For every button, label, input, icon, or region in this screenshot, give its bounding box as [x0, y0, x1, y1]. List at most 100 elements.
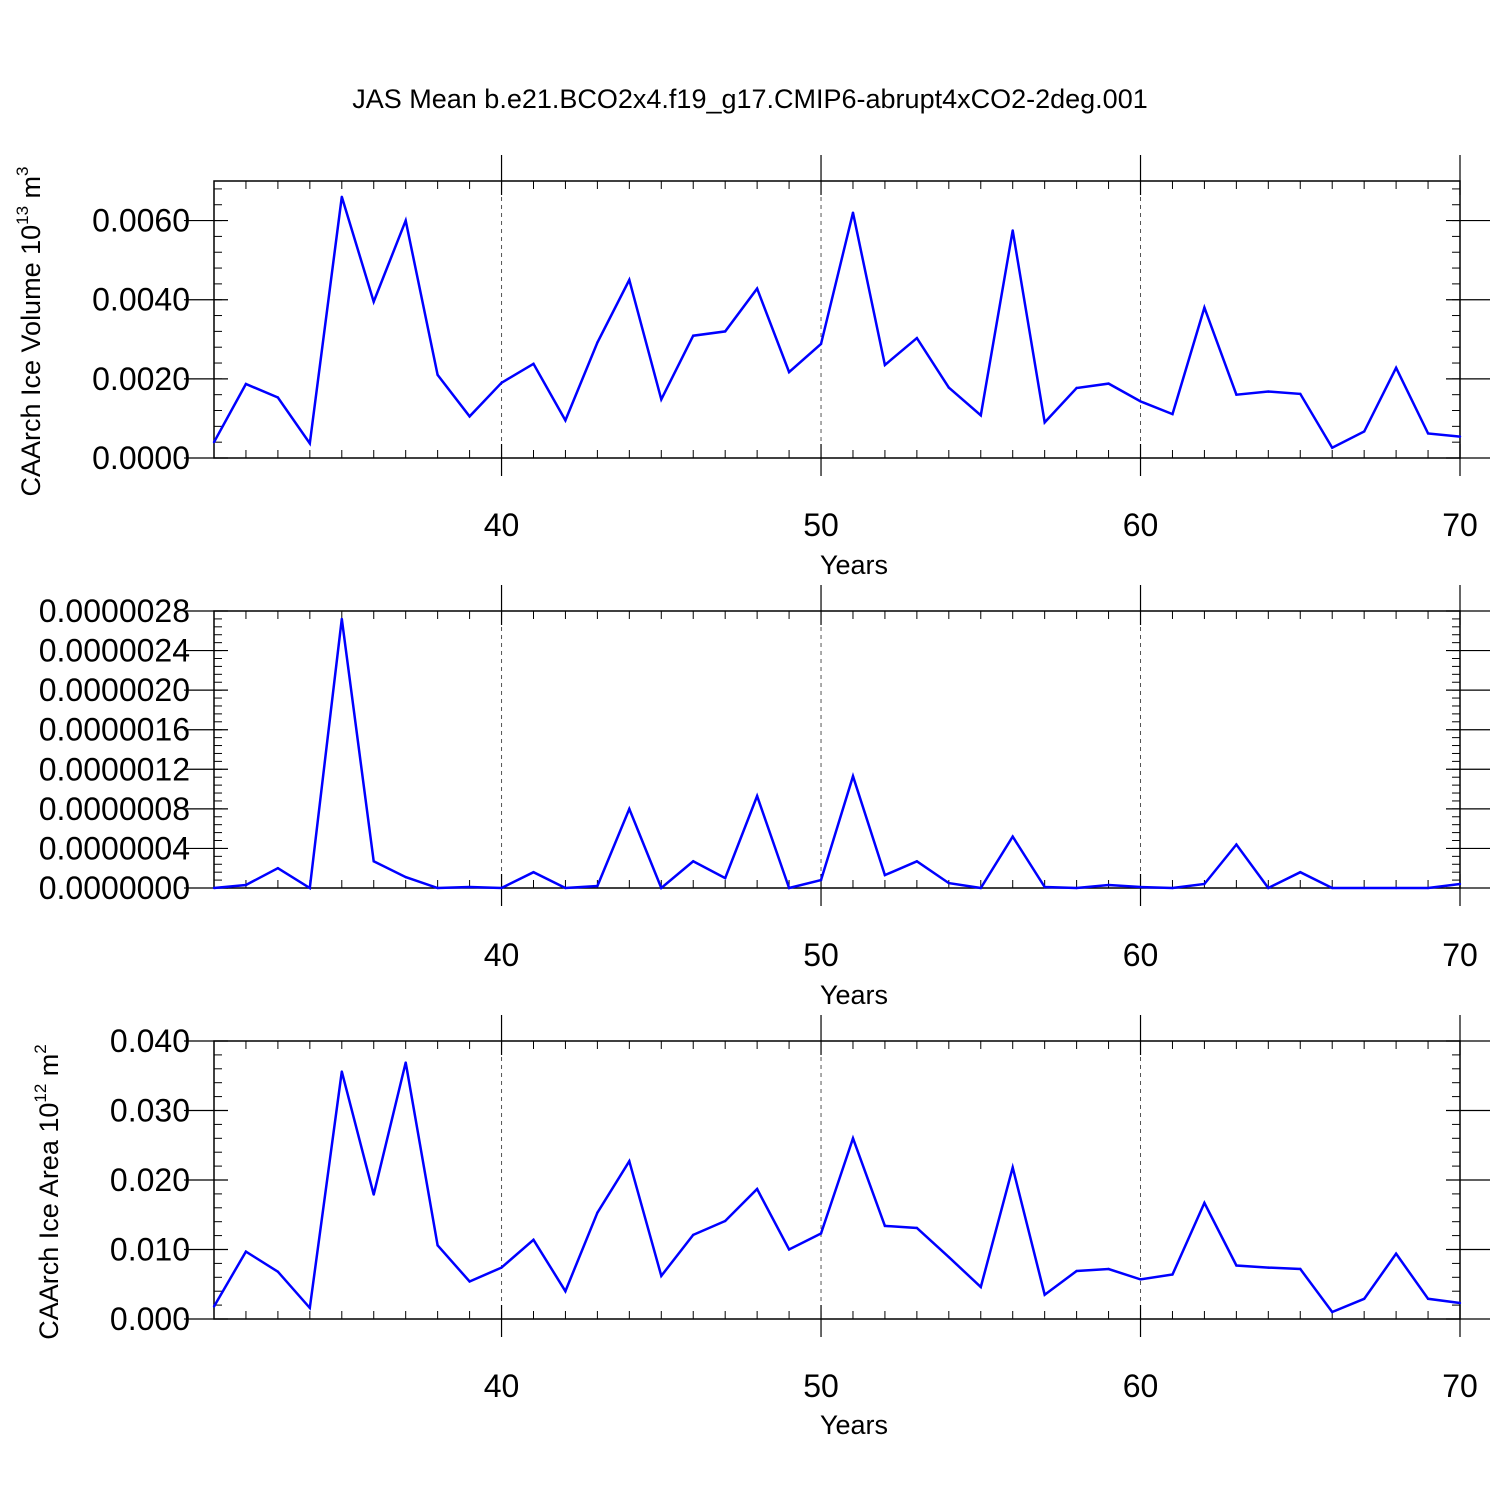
data-point	[404, 1061, 407, 1064]
data-point	[692, 1233, 695, 1237]
x-axis-label: Years	[820, 980, 888, 1010]
x-tick-label: 50	[803, 937, 839, 973]
data-point	[947, 881, 951, 885]
plot-frame	[213, 1040, 1461, 1320]
panel-3: 40 50 60 70 0.000 0.010 0.020 0.030 0.040 Years CA…	[31, 1015, 1490, 1440]
y-tick-label: 0.0020	[92, 361, 190, 397]
x-axis-label: Years	[820, 550, 888, 580]
data-point	[276, 396, 280, 399]
data-point	[1331, 446, 1334, 449]
data-point	[1011, 229, 1014, 232]
x-tick-label: 50	[803, 507, 839, 543]
data-point	[1394, 366, 1398, 369]
data-point	[500, 381, 503, 385]
data-point	[500, 1266, 503, 1269]
data-point	[1267, 886, 1270, 890]
data-point	[660, 886, 663, 890]
series-line	[213, 618, 1461, 891]
y-tick-label: 0.020	[110, 1162, 190, 1198]
data-point	[276, 1270, 280, 1273]
x-axis-label: Years	[820, 1410, 888, 1440]
data-point	[851, 775, 855, 778]
y-axis-label: CAArch Ice Volume 1013 m3	[13, 166, 46, 496]
data-point	[1267, 390, 1270, 393]
data-point	[1075, 886, 1078, 890]
x-tick-label: 40	[484, 1368, 520, 1404]
data-point	[404, 875, 407, 879]
data-point	[1171, 412, 1174, 416]
data-point	[1139, 885, 1142, 889]
data-point	[468, 885, 471, 889]
data-point	[851, 1137, 855, 1140]
data-point	[947, 1255, 951, 1259]
data-point	[628, 1160, 631, 1163]
data-point	[1426, 886, 1430, 890]
data-point	[340, 1070, 343, 1073]
y-axis-label: CAArch Ice Area 1012 m2	[31, 1044, 64, 1340]
plot-frame	[213, 610, 1461, 889]
data-point	[1394, 886, 1398, 890]
data-point	[1107, 883, 1110, 887]
data-point	[468, 1280, 471, 1283]
data-point	[915, 860, 919, 863]
data-point	[723, 1219, 727, 1223]
data-point	[1458, 1301, 1462, 1305]
data-point	[564, 419, 567, 422]
x-tick-label: 50	[803, 1368, 839, 1404]
chart-title: JAS Mean b.e21.BCO2x4.f19_g17.CMIP6-abru…	[352, 84, 1148, 114]
data-point	[1107, 1267, 1110, 1271]
y-tick-label: 0.010	[110, 1232, 190, 1268]
data-point	[1394, 1252, 1398, 1255]
data-point	[915, 336, 919, 340]
x-tick-label: 60	[1123, 507, 1159, 543]
data-point	[692, 334, 695, 337]
data-point	[596, 341, 599, 344]
data-point	[244, 1250, 248, 1253]
data-point	[723, 330, 727, 333]
data-point	[819, 342, 823, 346]
y-tick-label: 0.040	[110, 1023, 190, 1059]
data-point	[372, 860, 375, 863]
data-point	[628, 807, 631, 811]
panel-1: 40 50 60 70 0.0000 0.0020 0.0040 0.0060 Years CAA…	[13, 155, 1490, 580]
data-point	[1139, 400, 1142, 403]
data-point	[851, 211, 855, 214]
series-line	[212, 1062, 1461, 1314]
data-point	[755, 1187, 759, 1191]
data-point	[883, 873, 887, 877]
data-point	[500, 886, 503, 890]
data-point	[1203, 1201, 1206, 1205]
data-point	[1299, 1267, 1302, 1271]
data-point	[532, 870, 535, 874]
data-point	[340, 617, 343, 621]
y-tick-label: 0.0000020	[39, 672, 190, 708]
data-point	[787, 886, 791, 890]
data-point	[787, 370, 791, 374]
data-point	[468, 415, 471, 418]
data-point	[1235, 1264, 1238, 1267]
data-point	[436, 886, 439, 890]
data-point	[819, 1232, 823, 1235]
data-point	[532, 362, 535, 366]
data-point	[915, 1226, 919, 1230]
data-point	[1043, 421, 1046, 424]
data-point	[979, 886, 982, 890]
data-point	[1107, 382, 1110, 385]
data-point	[212, 1305, 216, 1308]
data-point	[372, 1193, 375, 1196]
data-point	[1299, 392, 1302, 396]
data-point	[979, 414, 982, 417]
data-point	[819, 878, 823, 882]
data-point	[1171, 1273, 1174, 1276]
data-point	[1203, 306, 1206, 309]
y-tick-label: 0.0000	[92, 440, 190, 476]
data-point	[596, 1211, 599, 1214]
series-line	[212, 196, 1461, 450]
y-tick-label: 0.0000004	[39, 830, 190, 866]
data-point	[1043, 885, 1046, 889]
y-tick-label: 0.0000012	[39, 751, 190, 787]
data-point	[1075, 386, 1078, 390]
x-tick-label: 60	[1123, 937, 1159, 973]
